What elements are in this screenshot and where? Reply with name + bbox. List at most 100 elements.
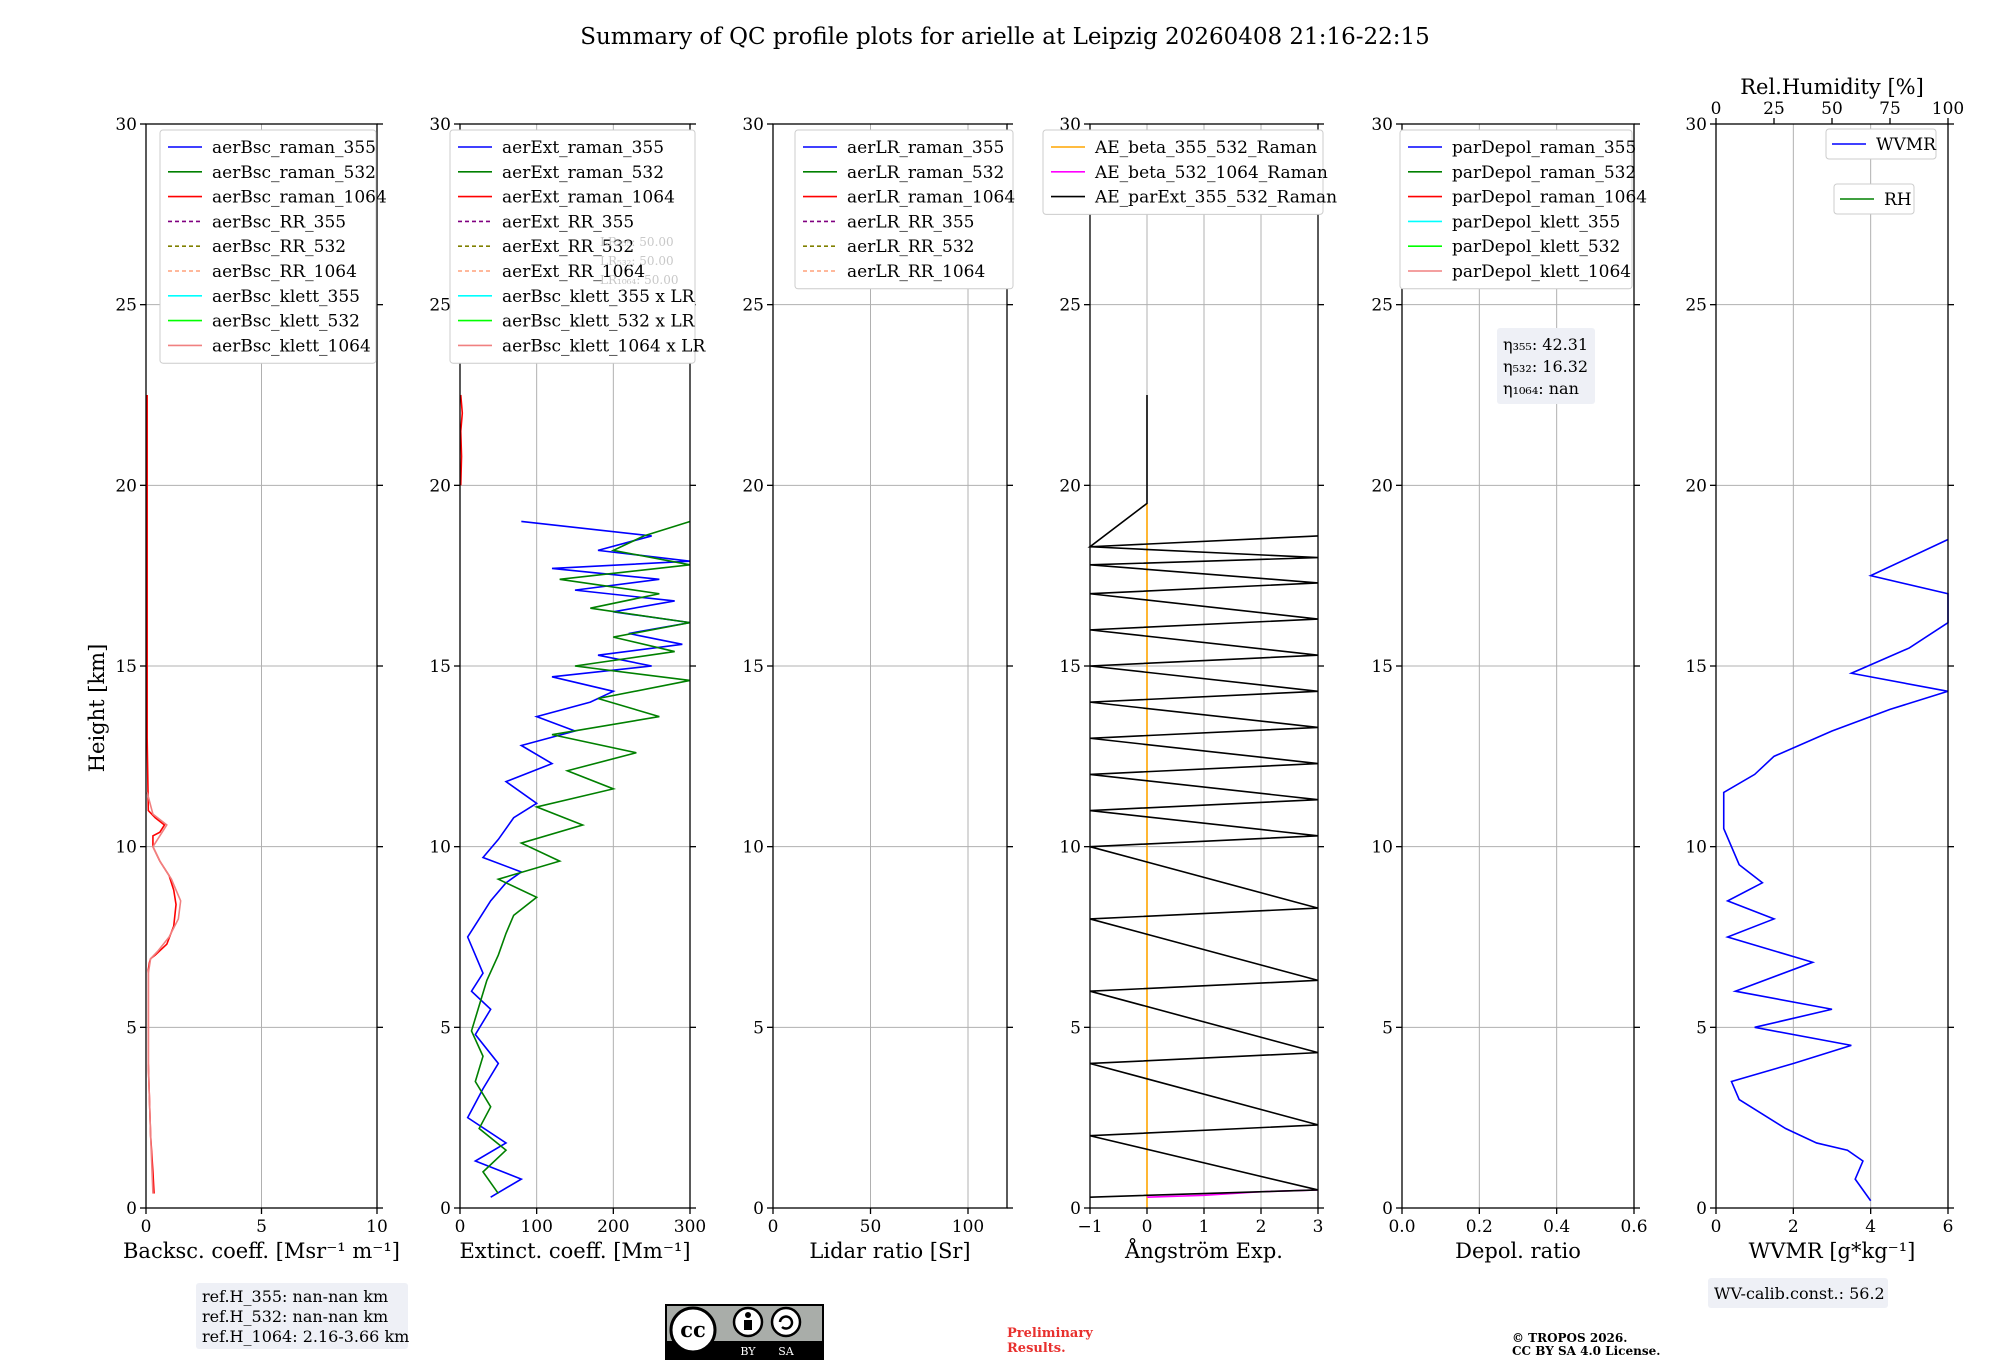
legend-label: aerBsc_raman_1064: [212, 188, 387, 208]
lidar-ratio-annotation: LR₁₀₆₄: 50.00: [600, 273, 678, 287]
x-tick-label: 0: [141, 1217, 152, 1237]
y-axis-label: Height [km]: [85, 644, 109, 773]
legend-label: aerLR_raman_1064: [847, 188, 1015, 208]
y-tick-label: 10: [115, 838, 137, 858]
eta-value: η₅₃₂: 16.32: [1503, 357, 1588, 376]
y-tick-label: 30: [429, 115, 451, 135]
ref-h-532: ref.H_532: nan-nan km: [202, 1307, 388, 1326]
y-tick-label: 0: [126, 1199, 137, 1219]
y-tick-label: 15: [429, 657, 451, 677]
legend-label: parDepol_klett_1064: [1452, 262, 1631, 282]
y-tick-label: 20: [1059, 476, 1081, 496]
y-tick-label: 20: [1371, 476, 1393, 496]
y-tick-label: 5: [753, 1018, 764, 1038]
y-tick-label: 20: [115, 476, 137, 496]
x-tick-label: 2: [1788, 1217, 1799, 1237]
x-tick-label: 4: [1865, 1217, 1876, 1237]
ref-h-355: ref.H_355: nan-nan km: [202, 1287, 388, 1306]
x-axis-label: Depol. ratio: [1455, 1239, 1581, 1263]
y-tick-label: 5: [1070, 1018, 1081, 1038]
x-tick-label: 0: [1711, 1217, 1722, 1237]
y-tick-label: 0: [440, 1199, 451, 1219]
x-tick-label: 300: [674, 1217, 706, 1237]
y-tick-label: 5: [1382, 1018, 1393, 1038]
y-tick-label: 10: [1059, 838, 1081, 858]
legend-label: aerBsc_klett_532 x LR: [502, 312, 696, 332]
legend-label: aerBsc_raman_532: [212, 163, 376, 183]
copyright-line-1: © TROPOS 2026.: [1512, 1331, 1627, 1345]
legend-label: parDepol_klett_355: [1452, 212, 1620, 232]
y-tick-label: 20: [1685, 476, 1707, 496]
x-tick-label: 3: [1313, 1217, 1324, 1237]
legend-box: [1042, 129, 1324, 215]
cc-by-label: BY: [740, 1345, 756, 1358]
x-tick-label: 100: [520, 1217, 552, 1237]
share-alike-icon: [770, 1306, 802, 1338]
x-axis-label: Backsc. coeff. [Msr⁻¹ m⁻¹]: [123, 1239, 400, 1263]
legend-label: aerBsc_klett_355 x LR: [502, 287, 696, 307]
x-tick-label: 1: [1199, 1217, 1210, 1237]
x-tick-label: 10: [366, 1217, 388, 1237]
y-tick-label: 30: [115, 115, 137, 135]
top-x-tick-label: 75: [1879, 99, 1901, 119]
x-tick-label: 6: [1943, 1217, 1954, 1237]
legend-label: aerBsc_RR_532: [212, 237, 346, 257]
y-tick-label: 15: [742, 657, 764, 677]
legend-box: [1399, 129, 1633, 290]
x-tick-label: 0: [768, 1217, 779, 1237]
y-tick-label: 0: [1070, 1199, 1081, 1219]
y-tick-label: 5: [440, 1018, 451, 1038]
y-tick-label: 5: [1696, 1018, 1707, 1038]
legend-label: aerExt_RR_1064: [502, 262, 645, 282]
reference-height-box: ref.H_355: nan-nan km ref.H_532: nan-nan…: [196, 1283, 409, 1349]
legend-label: aerExt_raman_532: [502, 163, 664, 183]
legend-label: aerLR_RR_532: [847, 237, 974, 257]
ref-h-1064: ref.H_1064: 2.16-3.66 km: [202, 1327, 409, 1346]
eta-value: η₃₅₅: 42.31: [1503, 335, 1588, 354]
legend-label: aerExt_RR_532: [502, 237, 634, 257]
x-tick-label: 200: [597, 1217, 629, 1237]
x-tick-label: 100: [952, 1217, 984, 1237]
top-x-tick-label: 25: [1763, 99, 1785, 119]
legend-label: parDepol_raman_355: [1452, 138, 1636, 158]
legend-label: aerBsc_raman_355: [212, 138, 376, 158]
x-tick-label: 0.6: [1620, 1217, 1647, 1237]
y-tick-label: 25: [115, 296, 137, 316]
y-tick-label: 25: [1371, 296, 1393, 316]
x-tick-label: 0: [1142, 1217, 1153, 1237]
y-tick-label: 20: [429, 476, 451, 496]
preliminary-line-2: Results.: [1007, 1341, 1066, 1356]
legend-label: aerBsc_klett_1064 x LR: [502, 336, 706, 356]
legend-label: aerLR_RR_1064: [847, 262, 985, 282]
legend-label: aerLR_raman_532: [847, 163, 1004, 183]
legend-label: parDepol_raman_1064: [1452, 188, 1647, 208]
legend-label: aerLR_RR_355: [847, 212, 974, 232]
figure-title: Summary of QC profile plots for arielle …: [580, 24, 1430, 50]
x-tick-label: 0: [455, 1217, 466, 1237]
legend-label: parDepol_klett_532: [1452, 237, 1620, 257]
x-axis-label: Lidar ratio [Sr]: [809, 1239, 970, 1263]
series-aerExt_raman_355: [466, 520, 691, 1198]
y-tick-label: 0: [753, 1199, 764, 1219]
y-tick-label: 5: [126, 1018, 137, 1038]
legend-label: aerExt_raman_355: [502, 138, 664, 158]
eta-value: η₁₀₆₄: nan: [1503, 379, 1579, 398]
series-WVMR: [1722, 538, 1949, 1202]
x-tick-label: 0.0: [1388, 1217, 1415, 1237]
preliminary-line-1: Preliminary: [1007, 1326, 1093, 1341]
legend-label: AE_beta_355_532_Raman: [1094, 138, 1317, 158]
x-axis-label: WVMR [g*kg⁻¹]: [1749, 1239, 1916, 1263]
y-tick-label: 10: [1685, 838, 1707, 858]
cc-logo-text: cc: [680, 1317, 706, 1342]
y-tick-label: 10: [429, 838, 451, 858]
x-tick-label: 0.2: [1466, 1217, 1493, 1237]
series-aerExt_raman_532: [470, 520, 691, 1195]
legend-label: aerBsc_RR_1064: [212, 262, 357, 282]
cc-circle-icon: [669, 1306, 717, 1354]
legend-box: [159, 129, 377, 364]
y-tick-label: 30: [742, 115, 764, 135]
